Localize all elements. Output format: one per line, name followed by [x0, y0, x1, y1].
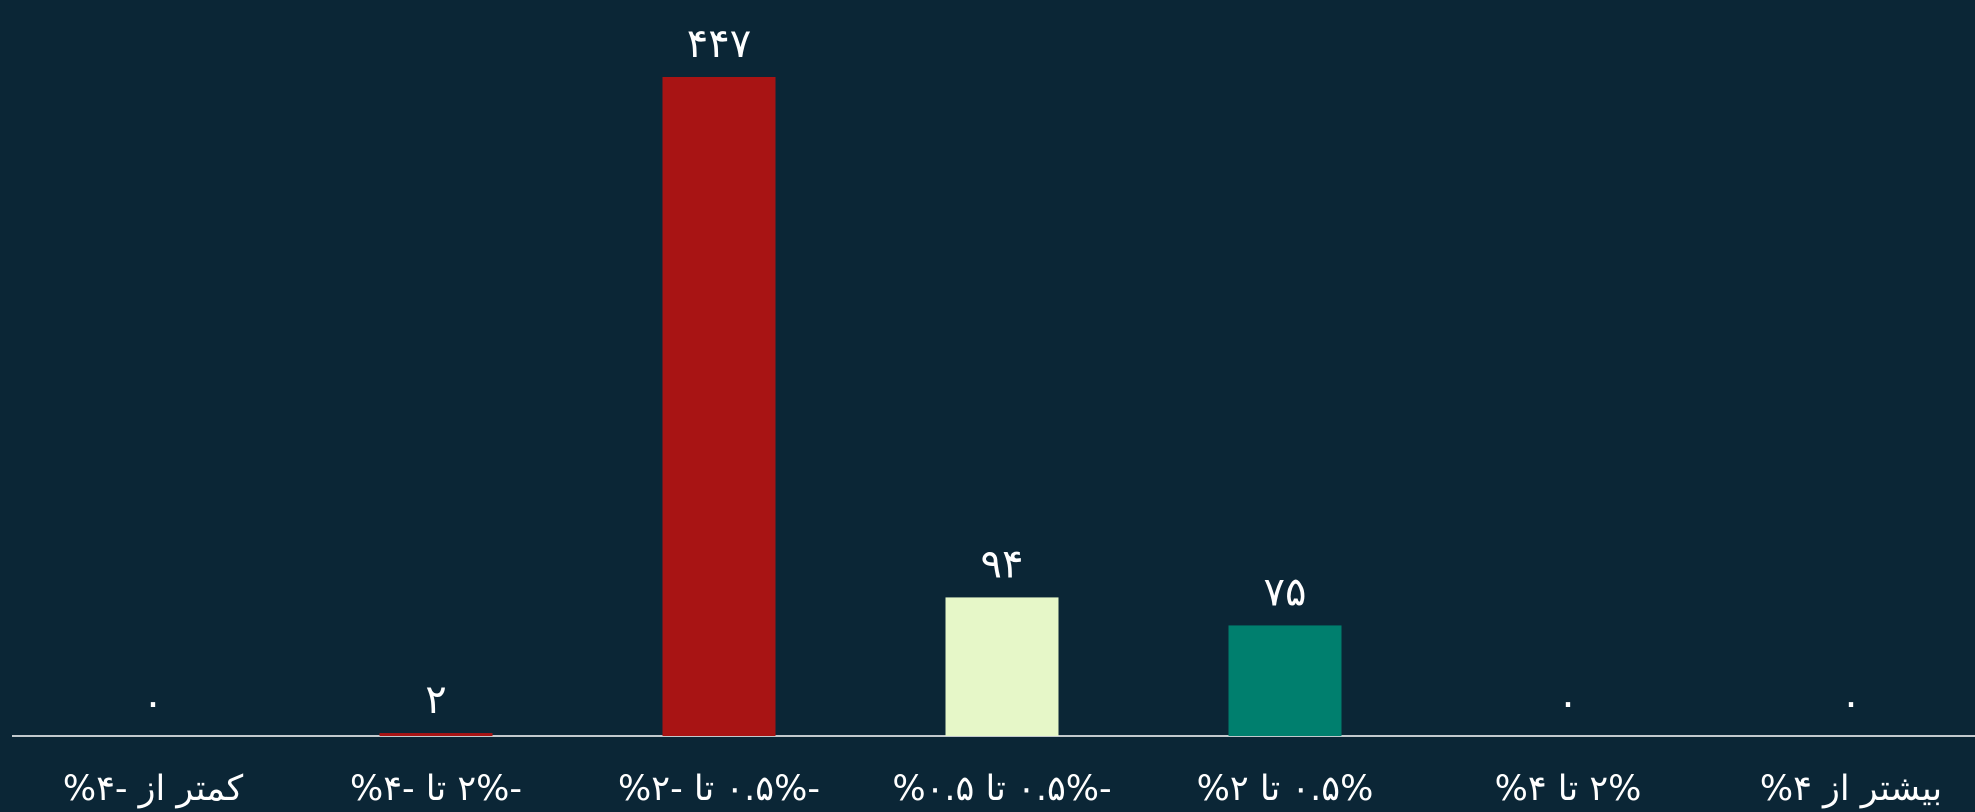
bar-3 [662, 77, 776, 736]
value-label-5: ۷۵ [1264, 569, 1307, 615]
x-tick-label-4: -۰.۵% تا ۰.۵% [892, 769, 1111, 809]
value-labels-group: ۰ ۲ ۴۴۷ ۹۴ ۷۵ ۰ ۰ [142, 21, 1861, 726]
bars-group [379, 77, 1342, 736]
bar-5 [1228, 625, 1342, 736]
bar-4 [945, 597, 1059, 736]
x-tick-label-7: بیشتر از ۴% [1760, 769, 1942, 809]
x-tick-label-2: -۲% تا -۴% [350, 769, 522, 809]
value-label-6: ۰ [1557, 680, 1578, 726]
value-label-1: ۰ [142, 680, 163, 726]
bar-2 [379, 733, 493, 736]
value-label-3: ۴۴۷ [687, 21, 751, 67]
x-tick-label-1: کمتر از -۴% [63, 769, 244, 809]
value-label-2: ۲ [425, 677, 446, 723]
x-tick-label-6: ۲% تا ۴% [1495, 769, 1642, 809]
x-tick-labels-group: کمتر از -۴% -۲% تا -۴% -۰.۵% تا -۲% -۰.۵% ت… [63, 769, 1942, 809]
value-label-7: ۰ [1840, 680, 1861, 726]
x-tick-label-5: ۰.۵% تا ۲% [1197, 769, 1374, 809]
x-tick-label-3: -۰.۵% تا -۲% [618, 769, 820, 809]
value-label-4: ۹۴ [981, 541, 1024, 587]
